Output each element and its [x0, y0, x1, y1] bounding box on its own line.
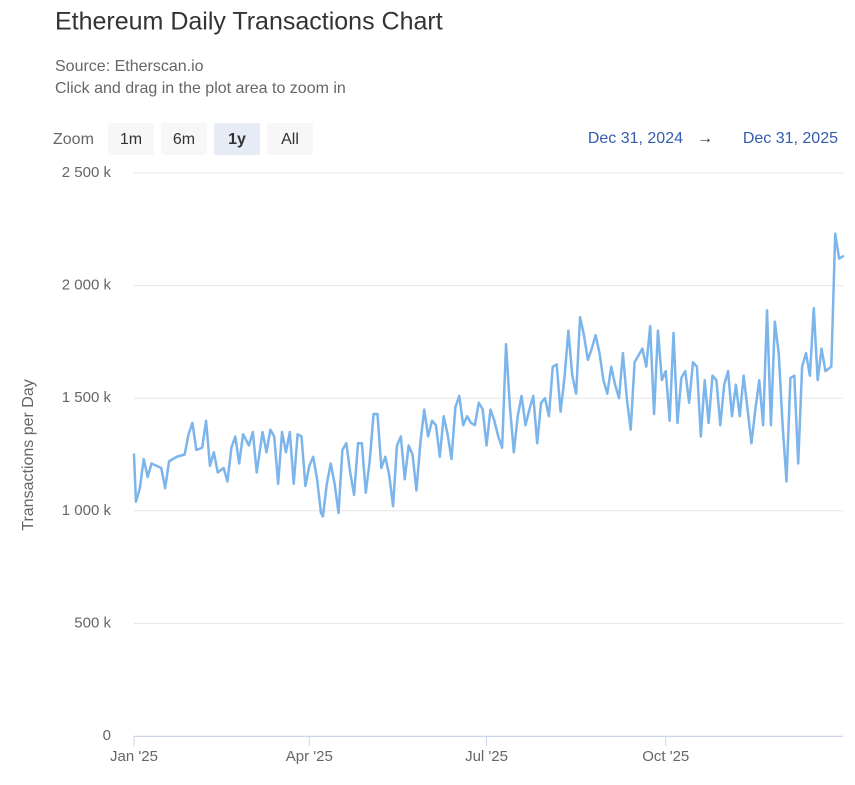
x-tick-label: Jul '25	[465, 748, 508, 765]
zoom-label: Zoom	[53, 131, 94, 148]
chart-title: Ethereum Daily Transactions Chart	[55, 8, 443, 36]
range-button-label[interactable]: 1m	[120, 131, 142, 148]
y-tick-label: 2 000 k	[62, 277, 112, 294]
y-tick-label: 500 k	[74, 614, 111, 631]
range-arrow: →	[697, 130, 713, 147]
range-to: Dec 31, 2025	[743, 130, 838, 147]
range-button[interactable]	[161, 123, 207, 155]
x-tick-label: Jan '25	[110, 748, 158, 765]
y-tick-label: 0	[103, 727, 111, 744]
range-button[interactable]	[108, 123, 154, 155]
range-from: Dec 31, 2024	[588, 130, 683, 147]
x-tick-label: Oct '25	[642, 748, 689, 765]
y-tick-label: 1 500 k	[62, 389, 112, 406]
y-tick-label: 1 000 k	[62, 502, 112, 519]
range-button-label[interactable]: All	[281, 131, 299, 148]
range-button[interactable]	[214, 123, 260, 155]
data-line	[132, 232, 845, 518]
y-axis-label: Transactions per Day	[20, 379, 37, 530]
range-button-label[interactable]: 1y	[228, 131, 246, 148]
subtitle: Click and drag in the plot area to zoom …	[55, 80, 346, 97]
range-button[interactable]	[267, 123, 313, 155]
x-tick-label: Apr '25	[286, 748, 333, 765]
y-tick-label: 2 500 k	[62, 164, 112, 181]
range-button-label[interactable]: 6m	[173, 131, 195, 148]
subtitle: Source: Etherscan.io	[55, 58, 204, 75]
